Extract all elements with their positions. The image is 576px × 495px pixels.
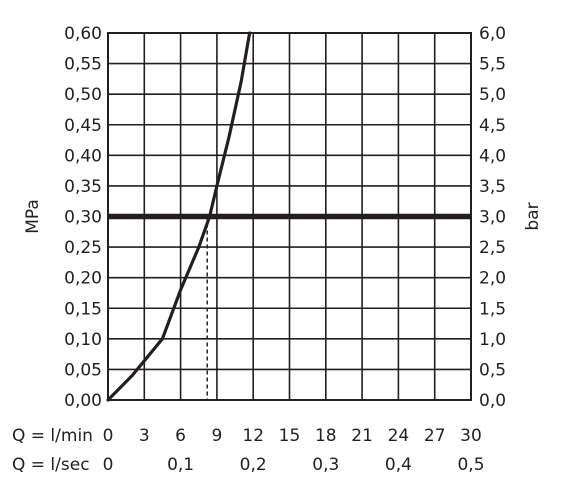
- left-axis-title: MPa: [23, 199, 43, 234]
- left-tick-label: 0,20: [64, 269, 102, 289]
- x-tick-label-sec: 0,4: [385, 455, 412, 475]
- x-tick-label-sec: 0,2: [240, 455, 267, 475]
- x-tick-label-min: 6: [175, 426, 186, 446]
- left-tick-label: 0,10: [64, 330, 102, 350]
- x-tick-label-min: 0: [103, 426, 114, 446]
- x-tick-label-sec: 0,1: [167, 455, 194, 475]
- x-tick-label-min: 27: [424, 426, 446, 446]
- x-tick-label-min: 9: [211, 426, 222, 446]
- right-tick-label: 1,0: [479, 330, 506, 350]
- x-tick-label-min: 15: [279, 426, 301, 446]
- left-tick-label: 0,55: [64, 55, 102, 75]
- x-tick-label-min: 3: [139, 426, 150, 446]
- right-tick-label: 5,5: [479, 55, 506, 75]
- right-tick-label: 0,0: [479, 391, 506, 411]
- x-tick-label-sec: 0,5: [457, 455, 484, 475]
- x-tick-label-min: 24: [388, 426, 410, 446]
- right-tick-label: 4,5: [479, 116, 506, 136]
- left-tick-label: 0,05: [64, 360, 102, 380]
- left-tick-label: 0,30: [64, 208, 102, 228]
- x-tick-label-sec: 0: [103, 455, 114, 475]
- left-tick-label: 0,50: [64, 85, 102, 105]
- x-tick-label-min: 12: [242, 426, 264, 446]
- left-tick-label: 0,35: [64, 177, 102, 197]
- right-axis-title: bar: [523, 202, 543, 230]
- left-tick-label: 0,40: [64, 146, 102, 166]
- right-tick-label: 0,5: [479, 360, 506, 380]
- right-tick-label: 2,0: [479, 269, 506, 289]
- right-tick-label: 3,5: [479, 177, 506, 197]
- x-tick-label-sec: 0,3: [312, 455, 339, 475]
- right-tick-label: 3,0: [479, 208, 506, 228]
- left-tick-label: 0,25: [64, 238, 102, 258]
- left-tick-label: 0,15: [64, 299, 102, 319]
- x-tick-label-min: 18: [315, 426, 337, 446]
- right-tick-label: 4,0: [479, 146, 506, 166]
- right-tick-label: 2,5: [479, 238, 506, 258]
- left-tick-label: 0,45: [64, 116, 102, 136]
- right-tick-label: 6,0: [479, 24, 506, 44]
- x-tick-label-min: 21: [351, 426, 373, 446]
- flow-curve: [106, 31, 252, 402]
- x-tick-label-min: 30: [460, 426, 482, 446]
- left-tick-label: 0,00: [64, 391, 102, 411]
- x-axis-label-min: Q = l/min: [12, 426, 93, 446]
- left-tick-label: 0,60: [64, 24, 102, 44]
- right-tick-label: 5,0: [479, 85, 506, 105]
- x-axis-label-sec: Q = l/sec: [12, 455, 90, 475]
- right-tick-label: 1,5: [479, 299, 506, 319]
